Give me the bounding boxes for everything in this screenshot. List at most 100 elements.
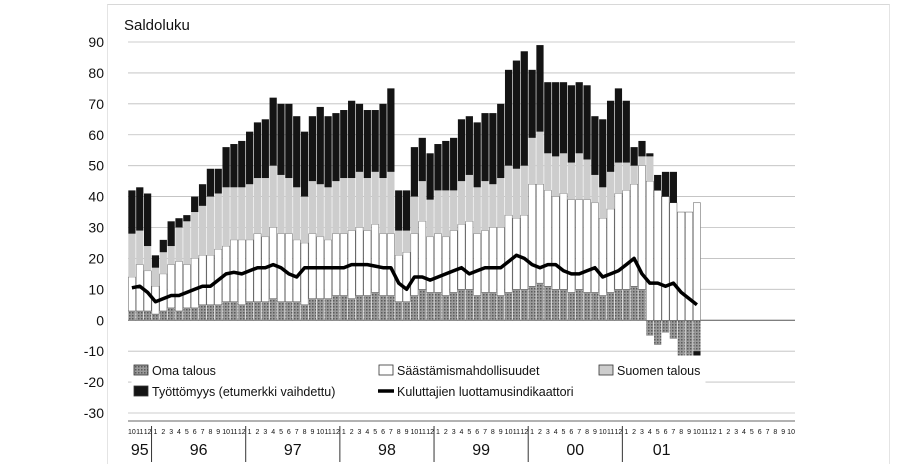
bar-segment xyxy=(191,196,199,213)
month-tick-label: 7 xyxy=(201,429,205,436)
bar-segment xyxy=(489,292,497,321)
bar-segment xyxy=(183,215,191,222)
bar-segment xyxy=(489,184,497,228)
bar-segment xyxy=(332,233,340,296)
bar-segment xyxy=(246,184,254,240)
bar-segment xyxy=(559,193,568,290)
month-tick-label: 12 xyxy=(615,429,623,436)
legend-label-suomen-talous: Suomen talous xyxy=(617,364,700,378)
bar-segment xyxy=(473,187,481,234)
y-tick-label: -30 xyxy=(84,405,104,421)
bar-segment xyxy=(598,217,607,296)
bar-segment xyxy=(575,153,583,200)
month-tick-label: 10 xyxy=(693,429,701,436)
year-label: 98 xyxy=(378,442,396,459)
bar-segment xyxy=(575,289,583,321)
bar-segment xyxy=(520,51,528,166)
bar-segment xyxy=(520,165,528,216)
bar-segment xyxy=(606,100,615,172)
month-tick-label: 9 xyxy=(405,429,409,436)
bar-segment xyxy=(340,178,348,234)
bar-segment xyxy=(230,187,238,240)
bar-segment xyxy=(442,190,450,237)
month-tick-label: 9 xyxy=(781,429,785,436)
bar-segment xyxy=(685,320,693,358)
bar-segment xyxy=(206,196,215,256)
month-tick-label: 3 xyxy=(452,429,456,436)
bar-segment xyxy=(300,196,309,243)
month-tick-label: 10 xyxy=(505,429,513,436)
bar-segment xyxy=(293,116,301,188)
bar-segment xyxy=(387,171,395,234)
bar-segment xyxy=(293,187,301,240)
bar-segment xyxy=(379,103,387,179)
month-tick-label: 6 xyxy=(569,429,573,436)
bar-segment xyxy=(261,178,269,237)
year-label: 95 xyxy=(131,442,149,459)
x-axis: 10 11 12 1 2 3 4 5 6 7 8 9 10 11 12 1 2 3 4 5 6 7 8 9 10 11 12 1 2 3 4… xyxy=(128,420,795,462)
y-tick-label: 10 xyxy=(88,281,104,297)
bar-segment xyxy=(285,103,293,179)
bar-segment xyxy=(379,295,387,321)
bar-segment xyxy=(512,289,521,321)
bar-segment xyxy=(238,140,246,188)
bar-segment xyxy=(551,196,560,290)
bar-segment xyxy=(630,147,638,166)
bar-segment xyxy=(159,252,167,274)
bar-segment xyxy=(230,301,238,321)
bar-segment xyxy=(167,221,175,247)
legend-swatch-oma-talous xyxy=(133,364,149,376)
legend-swatch-suomen-talous xyxy=(598,364,614,376)
bar-segment xyxy=(136,187,144,231)
bar-segment xyxy=(183,307,191,321)
month-tick-label: 4 xyxy=(648,429,652,436)
bar-segment xyxy=(583,85,591,160)
bar-segment xyxy=(418,289,426,321)
month-tick-label: 4 xyxy=(742,429,746,436)
bar-segment xyxy=(591,202,599,293)
month-tick-label: 11 xyxy=(701,429,708,436)
bar-segment xyxy=(567,85,575,163)
bar-segment xyxy=(182,264,191,309)
bar-segment xyxy=(246,301,254,321)
bar-segment xyxy=(214,304,222,321)
bar-segment xyxy=(222,187,230,247)
bar-segment xyxy=(685,211,693,321)
month-tick-label: 4 xyxy=(177,429,181,436)
bar-segment xyxy=(261,119,269,179)
bar-segment xyxy=(355,227,364,296)
month-tick-label: 10 xyxy=(316,429,324,436)
bar-segment xyxy=(465,116,473,175)
y-tick-label: 80 xyxy=(88,65,104,81)
bar-segment xyxy=(339,233,348,296)
month-tick-label: 8 xyxy=(679,429,683,436)
bar-segment xyxy=(300,131,309,197)
bar-segment xyxy=(363,178,371,231)
bar-segment xyxy=(528,183,536,287)
bar-segment xyxy=(198,255,207,306)
bar-segment xyxy=(324,187,332,240)
bar-segment xyxy=(340,295,348,321)
month-tick-label: 2 xyxy=(350,429,354,436)
bar-segment xyxy=(167,264,176,309)
month-tick-label: 2 xyxy=(161,429,165,436)
bar-segment xyxy=(269,97,277,166)
bar-segment xyxy=(136,310,144,321)
month-tick-label: 5 xyxy=(656,429,660,436)
bar-segment xyxy=(552,82,560,157)
bar-segment xyxy=(379,233,387,296)
month-tick-label: 9 xyxy=(687,429,691,436)
bar-segment xyxy=(434,292,442,321)
month-tick-label: 11 xyxy=(513,429,520,436)
bar-segment xyxy=(410,233,419,296)
month-tick-label: 4 xyxy=(271,429,275,436)
bar-segment xyxy=(693,202,701,321)
bar-segment xyxy=(426,199,434,237)
month-tick-label: 8 xyxy=(208,429,212,436)
bar-segment xyxy=(434,144,442,191)
bar-segment xyxy=(402,251,411,302)
bar-segment xyxy=(583,159,591,200)
month-tick-label: 3 xyxy=(546,429,550,436)
month-tick-label: 9 xyxy=(310,429,314,436)
bar-segment xyxy=(654,320,662,345)
